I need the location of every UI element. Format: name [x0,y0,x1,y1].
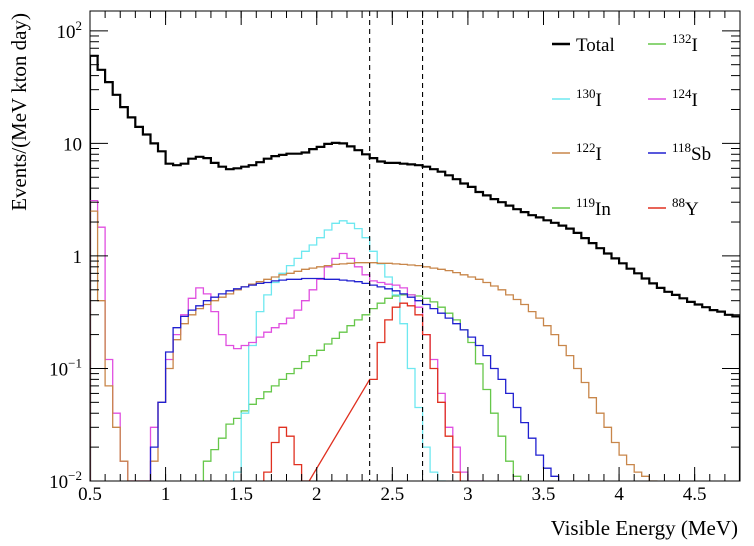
y-tick-label: 10−1 [49,355,82,380]
x-tick-label: 1.5 [229,484,253,505]
x-axis-label: Visible Energy (MeV) [551,516,738,540]
legend-label-Total: Total [576,35,615,56]
x-tick-label: 1 [161,484,171,505]
series-130I-line [232,220,446,481]
series-118Sb-line [149,277,560,481]
legend-label-124I: 124I [672,86,698,111]
series-88Y-line [263,302,461,481]
x-tick-label: 4 [614,484,624,505]
legend-label-130I: 130I [576,86,602,111]
legend-label-122I: 122I [576,140,602,165]
x-tick-label: 3 [463,484,473,505]
legend-label-88Y: 88Y [672,195,699,220]
x-tick-label: 4.5 [683,484,707,505]
legend-label-118Sb: 118Sb [672,140,711,165]
series-Total-line [90,54,740,481]
x-tick-label: 2.5 [380,484,404,505]
plot-frame [89,10,741,482]
reference-lines [369,11,424,481]
axes-layer: 0.5 1 1.5 2 2.5 3 3.5 4 4.5 10−2 10−1 1 10 102 [49,11,741,505]
y-tick-label: 102 [57,18,83,43]
y-tick-label: 1 [73,247,83,268]
legend: Total 132I 130I 124I 122I 118Sb 119In 88Y [552,31,711,220]
x-tick-label: 2 [312,484,322,505]
x-tick-label: 0.5 [78,484,102,505]
x-tick-label: 3.5 [532,484,556,505]
y-axis-label: Events/(MeV kton day) [7,13,31,211]
legend-label-119In: 119In [576,195,611,220]
series-132I-line [202,294,522,481]
y-tick-label: 10−2 [49,468,82,493]
y-tick-label: 10 [63,134,82,155]
series-layer [90,54,740,481]
legend-label-132I: 132I [672,31,698,56]
series-122I-line [90,210,658,481]
